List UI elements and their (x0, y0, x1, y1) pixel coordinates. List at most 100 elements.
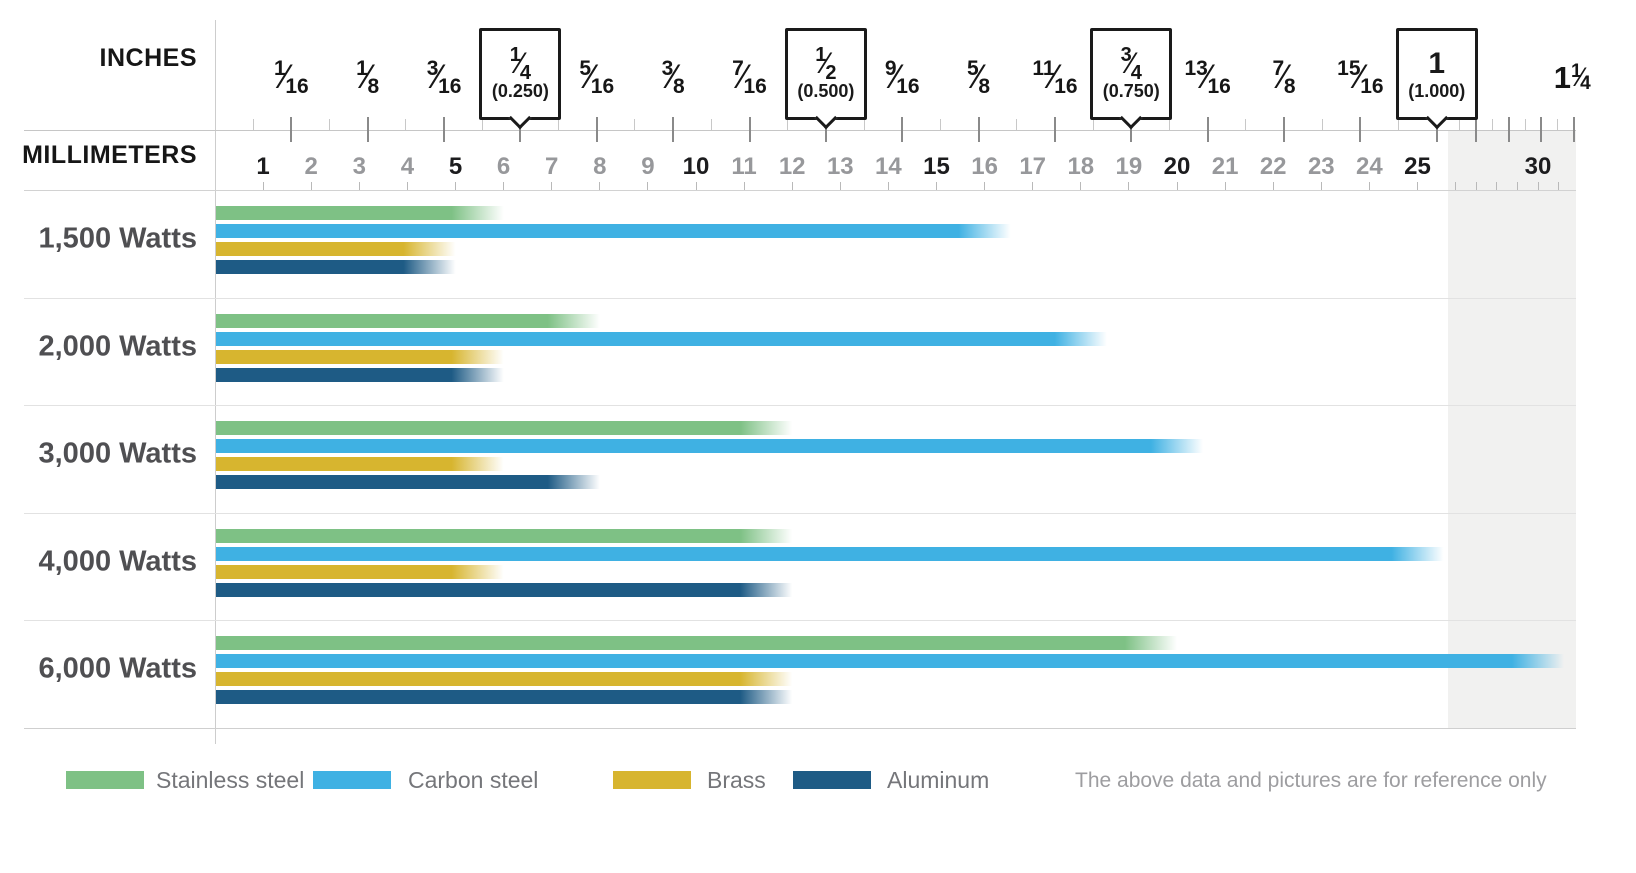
inch-fraction-label: 3 ⁄ 8 (661, 56, 685, 98)
inch-boxed-callout: 1 ⁄ 4 (0.250) (479, 28, 562, 130)
inch-tick-thirtysecond (1524, 119, 1526, 130)
inch-fraction: 1 ⁄ 4 (1571, 61, 1591, 94)
mm-tick (1032, 182, 1034, 190)
row-label: 1,500 Watts (38, 222, 198, 255)
inch-fraction-label: 15 ⁄ 16 (1337, 56, 1384, 98)
mm-tick-label: 3 (352, 153, 366, 180)
bar-carbon-steel (216, 331, 1107, 346)
inch-tick-sixteenth (290, 117, 293, 142)
inch-tick-thirtysecond (1321, 119, 1323, 130)
mm-tick (743, 182, 745, 190)
inch-whole-number: 1 (1428, 46, 1446, 80)
over-25mm-highlight-zone (1448, 130, 1576, 728)
reference-note: The above data and pictures are for refe… (1075, 769, 1547, 792)
mm-tick (1496, 182, 1498, 190)
callout-pointer (1119, 106, 1143, 130)
mm-tick-label: 1 (256, 153, 270, 180)
legend-label: Aluminum (887, 767, 990, 793)
callout-pointer (509, 106, 532, 130)
inch-fraction-label: 11 ⁄ 16 (1032, 56, 1078, 98)
inch-tick-sixteenth (1130, 117, 1133, 142)
mm-tick (1320, 182, 1322, 190)
inch-tick-sixteenth (595, 117, 598, 142)
inch-tick-thirtysecond (939, 119, 941, 130)
bar-aluminum (216, 690, 793, 705)
mm-tick (1272, 182, 1274, 190)
bar-brass (216, 242, 456, 256)
mm-tick (358, 182, 360, 190)
inch-tick-thirtysecond (634, 119, 636, 130)
bar-carbon-steel (216, 654, 1565, 669)
mm-tick-label: 12 (778, 153, 806, 180)
mm-tick-label: 19 (1115, 153, 1143, 180)
inch-fraction: 5 ⁄ 16 (579, 56, 615, 98)
inch-tick-sixteenth (519, 117, 522, 142)
inch-tick-sixteenth (1359, 117, 1362, 142)
mm-tick (1516, 182, 1518, 190)
inch-decimal-value: (0.500) (797, 80, 855, 101)
inch-fraction-label: 1 ⁄ 8 (356, 56, 380, 98)
inch-tick-sixteenth (443, 117, 446, 142)
bar-brass (216, 457, 504, 472)
inch-fraction: 15 ⁄ 16 (1337, 56, 1384, 98)
inch-tick-thirtysecond (558, 119, 560, 130)
mm-tick (647, 182, 649, 190)
inch-fraction-label: 7 ⁄ 8 (1272, 56, 1296, 98)
bar-brass (216, 349, 504, 364)
inch-tick-thirtysecond (1491, 119, 1493, 130)
inch-tick-thirtysecond (1245, 119, 1247, 130)
inch-boxed-callout: 3 ⁄ 4 (0.750) (1090, 28, 1173, 130)
mm-tick (1128, 182, 1130, 190)
zero-axis-line (215, 20, 216, 744)
bar-carbon-steel (216, 439, 1203, 454)
mm-tick (1537, 182, 1539, 190)
inch-fraction-label: 3 ⁄ 16 (426, 56, 462, 98)
mm-tick (262, 182, 264, 190)
bar-aluminum (216, 260, 456, 274)
row-label: 4,000 Watts (38, 545, 198, 578)
inch-fraction-label: 5 ⁄ 8 (967, 58, 990, 97)
inch-tick-sixteenth (672, 117, 675, 142)
mm-tick (1224, 182, 1226, 190)
mm-tick-label: 5 (448, 153, 463, 180)
mm-tick (310, 182, 312, 190)
horizontal-rule (24, 405, 1576, 407)
mm-tick (1455, 182, 1457, 190)
inch-end-label: 1 1 ⁄ 4 (1553, 60, 1591, 95)
bar-stainless-steel (216, 421, 793, 436)
inch-tick-sixteenth (977, 117, 980, 142)
mm-tick-label: 30 (1524, 153, 1552, 180)
inch-fraction: 3 ⁄ 8 (661, 56, 685, 98)
mm-tick-label: 10 (682, 153, 710, 180)
inch-fraction: 11 ⁄ 16 (1032, 56, 1078, 98)
inches-ruler-title: INCHES (99, 44, 197, 72)
inch-tick-sixteenth (1435, 117, 1438, 142)
inch-tick-sixteenth (1507, 117, 1510, 142)
inch-tick-thirtysecond (1016, 119, 1018, 130)
inch-tick-thirtysecond (1459, 119, 1461, 130)
inch-tick-thirtysecond (329, 119, 331, 130)
bar-carbon-steel (216, 224, 1011, 238)
inch-fraction-label: 5 ⁄ 16 (579, 56, 615, 98)
inch-fraction: 1 ⁄ 8 (356, 56, 380, 98)
legend-swatch-aluminum (793, 771, 871, 789)
bar-aluminum (216, 475, 600, 490)
inch-fraction: 13 ⁄ 16 (1184, 56, 1231, 98)
mm-tick-label: 6 (496, 153, 511, 180)
inch-tick-sixteenth (1474, 117, 1477, 142)
inch-tick-thirtysecond (405, 119, 407, 130)
inch-tick-sixteenth (1283, 117, 1286, 142)
inch-fraction: 3 ⁄ 16 (426, 56, 462, 98)
row-label: 6,000 Watts (38, 652, 198, 685)
horizontal-rule (24, 728, 1576, 729)
horizontal-rule (24, 620, 1576, 622)
inch-fraction: 1 ⁄ 2 (815, 43, 837, 84)
inch-tick-sixteenth (1053, 117, 1056, 142)
inch-fraction: 9 ⁄ 16 (884, 56, 920, 98)
inch-fraction: 1 ⁄ 4 (509, 43, 532, 84)
legend-label: Carbon steel (408, 767, 539, 793)
inch-fraction: 7 ⁄ 8 (1272, 56, 1296, 98)
mm-tick-label: 2 (304, 153, 318, 180)
mm-tick-label: 15 (923, 153, 950, 180)
